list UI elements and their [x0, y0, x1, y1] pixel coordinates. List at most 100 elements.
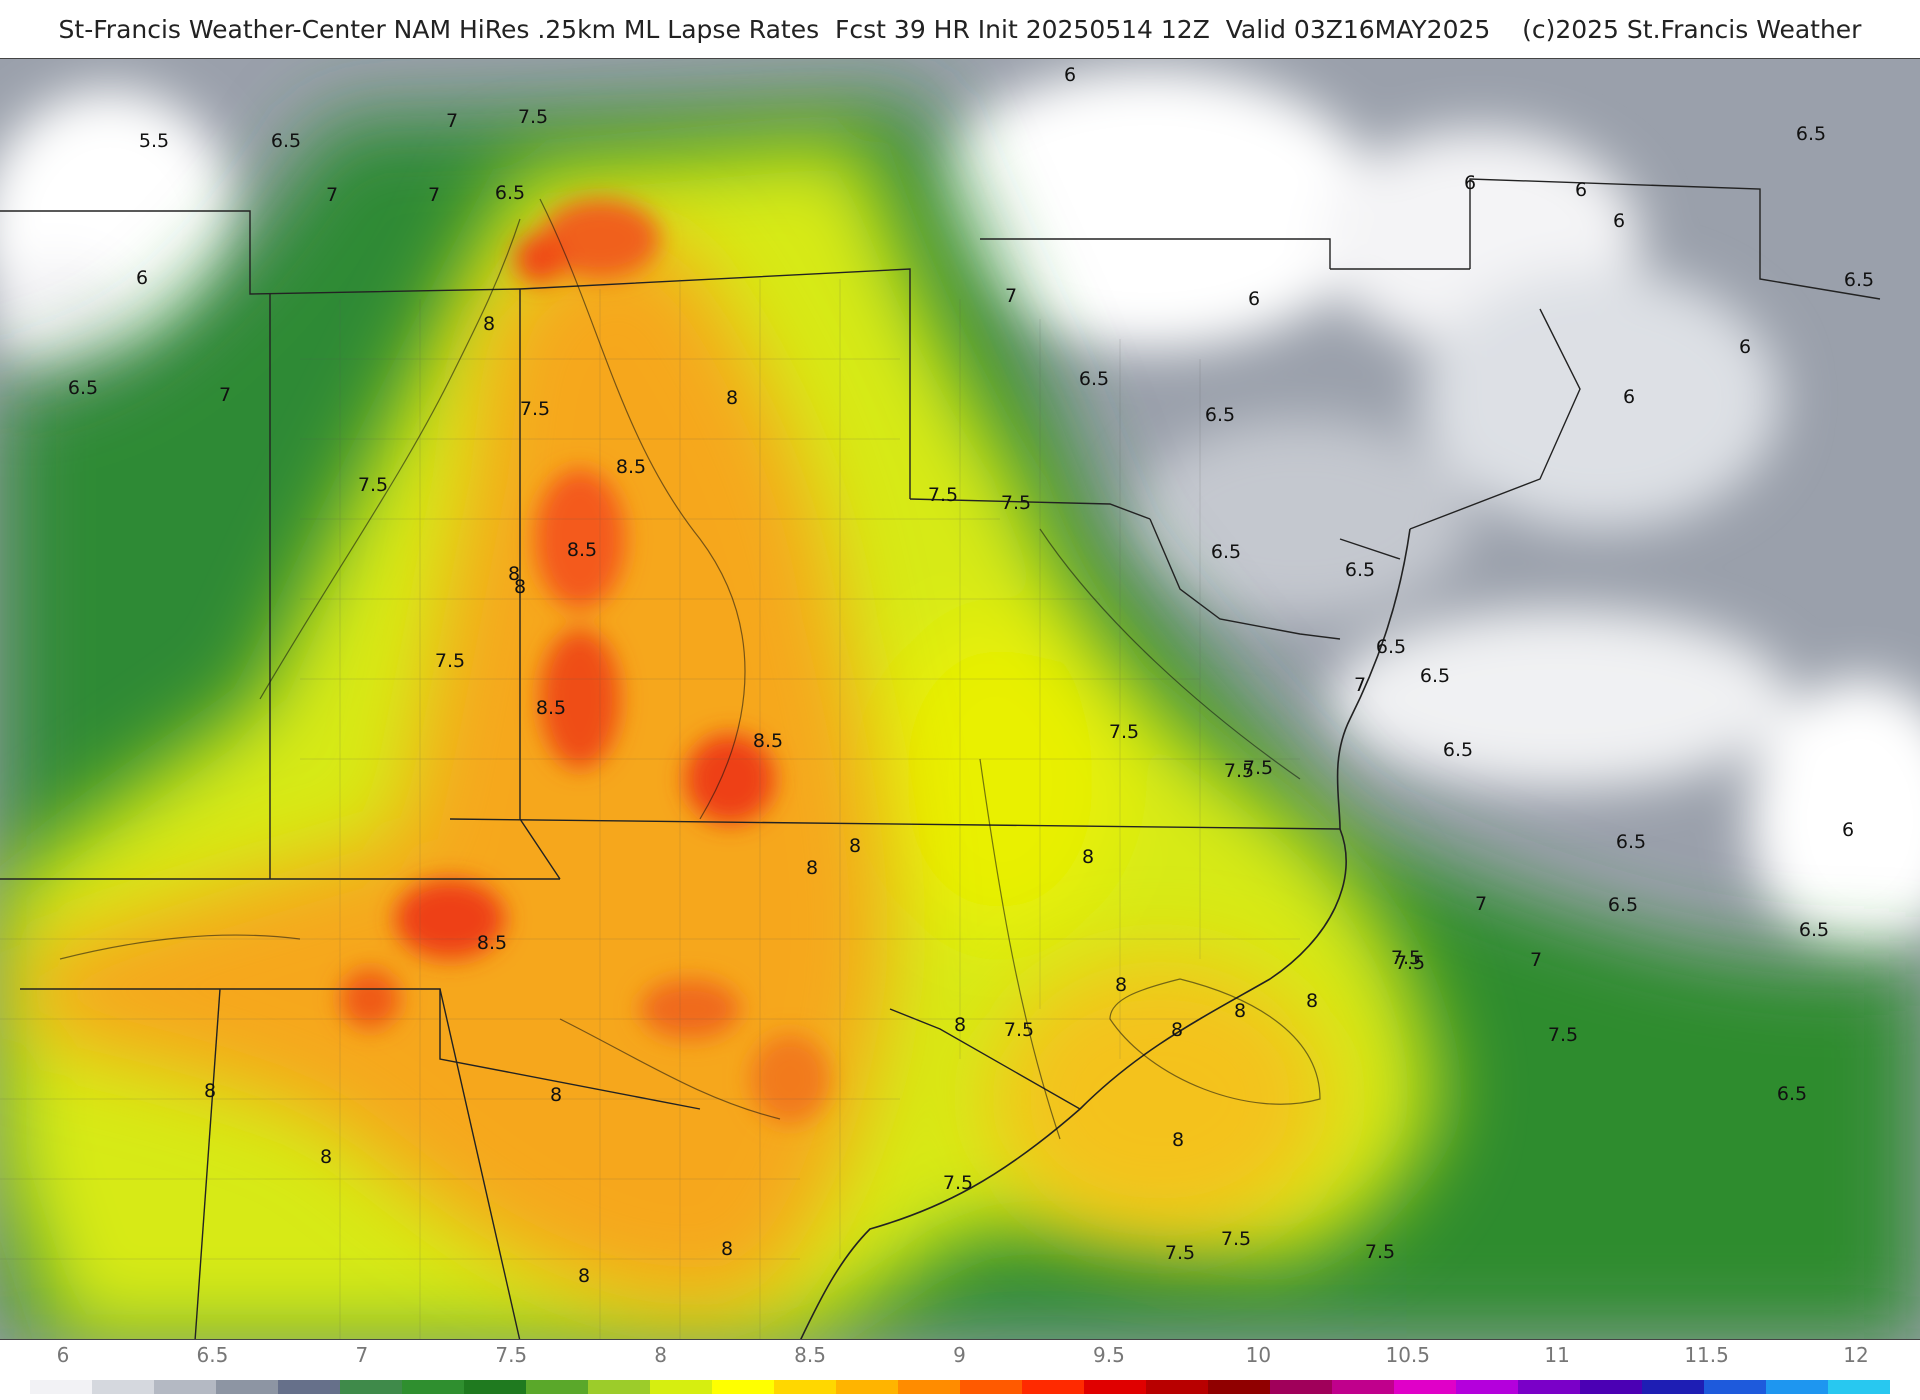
colorbar-cell — [1456, 1380, 1519, 1394]
colorbar-cell — [1518, 1380, 1581, 1394]
colorbar-cell — [588, 1380, 651, 1394]
contour-label: 8.5 — [616, 456, 646, 478]
colorbar-cell — [960, 1380, 1023, 1394]
contour-label: 8.5 — [477, 932, 507, 954]
contour-label: 7.5 — [1548, 1024, 1578, 1046]
contour-label: 8 — [721, 1238, 733, 1260]
contour-label: 7.5 — [1001, 492, 1031, 514]
contour-label: 6.5 — [1443, 739, 1473, 761]
colorbar-cell — [464, 1380, 527, 1394]
contour-label: 5.5 — [139, 130, 169, 152]
colorbar-cell — [340, 1380, 403, 1394]
colorbar-cell — [1146, 1380, 1209, 1394]
contour-label: 6.5 — [1376, 636, 1406, 658]
colorbar-cell — [92, 1380, 155, 1394]
contour-label: 7.5 — [358, 474, 388, 496]
contour-label: 6.5 — [1420, 665, 1450, 687]
map-title: St-Francis Weather-Center NAM HiRes .25k… — [58, 14, 1862, 44]
colorbar-cell — [1208, 1380, 1271, 1394]
contour-label: 7.5 — [1224, 760, 1254, 782]
contour-label: 7 — [1354, 674, 1366, 696]
contour-label: 6.5 — [1345, 559, 1375, 581]
contour-label: 6.5 — [1211, 541, 1241, 563]
colorbar-tick: 12 — [1843, 1343, 1869, 1367]
contour-label: 6.5 — [68, 377, 98, 399]
colorbar-cell — [30, 1380, 93, 1394]
state-boundaries — [0, 178, 1881, 1339]
contour-label: 6 — [1248, 288, 1260, 310]
colorbar-cell — [1642, 1380, 1705, 1394]
contour-label: 7.5 — [943, 1172, 973, 1194]
colorbar-cell — [154, 1380, 217, 1394]
contour-label: 6.5 — [1777, 1083, 1807, 1105]
colorbar-tick: 8.5 — [794, 1343, 826, 1367]
contour-label: 6.5 — [1079, 368, 1109, 390]
colorbar-tick-labels: 6 6.5 7 7.5 8 8.5 9 9.5 10 10.5 11 11.5 12 — [0, 1343, 1920, 1373]
contour-label: 8 — [320, 1146, 332, 1168]
contour-label: 6 — [1464, 172, 1476, 194]
map-canvas: 5.5 6.5 6 6.5 7 7 7.5 7 6.5 7 8 7.5 8 7.5 8 8.5 8.5 8 8.5 8… — [0, 59, 1920, 1339]
county-lines — [0, 279, 1300, 1339]
colorbar-cell — [898, 1380, 961, 1394]
contour-lines — [59, 198, 1321, 1140]
contour-labels: 5.5 6.5 6 6.5 7 7 7.5 7 6.5 7 8 7.5 8 7.5 8 8.5 8.5 8 8.5 8… — [68, 64, 1874, 1287]
contour-label: 6.5 — [1608, 894, 1638, 916]
colorbar-tick: 6.5 — [196, 1343, 229, 1367]
contour-label: 7 — [428, 184, 440, 206]
contour-label: 6 — [1613, 210, 1625, 232]
contour-label: 8 — [483, 313, 495, 335]
colorbar-tick: 11.5 — [1684, 1343, 1729, 1367]
contour-label: 7.5 — [518, 106, 548, 128]
contour-label: 6.5 — [1796, 123, 1826, 145]
low-lapse-white-areas — [0, 69, 1920, 959]
colorbar-cell — [712, 1380, 775, 1394]
colorbar-tick: 9.5 — [1093, 1343, 1125, 1367]
colorbar-cell — [1084, 1380, 1147, 1394]
contour-label: 8 — [954, 1014, 966, 1036]
contour-label: 8.5 — [567, 539, 597, 561]
colorbar-tick: 11 — [1544, 1343, 1570, 1367]
contour-label: 6.5 — [1799, 919, 1829, 941]
colorbar-cell — [1270, 1380, 1333, 1394]
contour-label: 6 — [1739, 336, 1751, 358]
colorbar-tick: 10.5 — [1385, 1343, 1431, 1367]
colorbar-cell — [526, 1380, 589, 1394]
contour-label: 8 — [508, 563, 520, 585]
contour-label: 6.5 — [271, 130, 301, 152]
contour-label: 8 — [1306, 990, 1318, 1012]
contour-label: 7 — [1530, 949, 1542, 971]
contour-label: 7.5 — [1221, 1228, 1251, 1250]
orange-lapse-core — [20, 231, 1330, 1307]
contour-label: 8.5 — [536, 697, 566, 719]
colorbar-cell — [774, 1380, 837, 1394]
contour-label: 7.5 — [435, 650, 465, 672]
colorbar-cell — [216, 1380, 279, 1394]
contour-label: 6 — [1575, 179, 1587, 201]
contour-label: 8 — [1115, 974, 1127, 996]
colorbar-tick: 7 — [355, 1343, 369, 1367]
coastline — [800, 528, 1411, 1339]
contour-label: 6 — [1623, 386, 1635, 408]
contour-label: 6.5 — [495, 182, 525, 204]
contour-label: 7.5 — [1165, 1242, 1195, 1264]
contour-label: 7 — [1005, 285, 1017, 307]
contour-label: 6 — [1064, 64, 1076, 86]
colorbar — [30, 1380, 1890, 1394]
colorbar-tick: 6 — [56, 1343, 70, 1367]
contour-label: 7 — [446, 110, 458, 132]
colorbar-cell — [1766, 1380, 1829, 1394]
contour-label: 7 — [1475, 893, 1487, 915]
contour-label: 7.5 — [928, 484, 958, 506]
contour-label: 8.5 — [753, 730, 783, 752]
colorbar-cell — [1704, 1380, 1767, 1394]
colorbar-cell — [1828, 1380, 1890, 1394]
contour-label: 8 — [578, 1265, 590, 1287]
contour-label: 8 — [1172, 1129, 1184, 1151]
high-lapse-red-spots — [340, 199, 830, 1124]
contour-label: 8 — [1171, 1019, 1183, 1041]
colorbar-tick: 8 — [654, 1343, 668, 1367]
colorbar-cell — [1394, 1380, 1457, 1394]
contour-label: 8 — [514, 576, 526, 598]
colorbar-tick: 10 — [1245, 1343, 1272, 1367]
colorbar-cell — [1332, 1380, 1395, 1394]
